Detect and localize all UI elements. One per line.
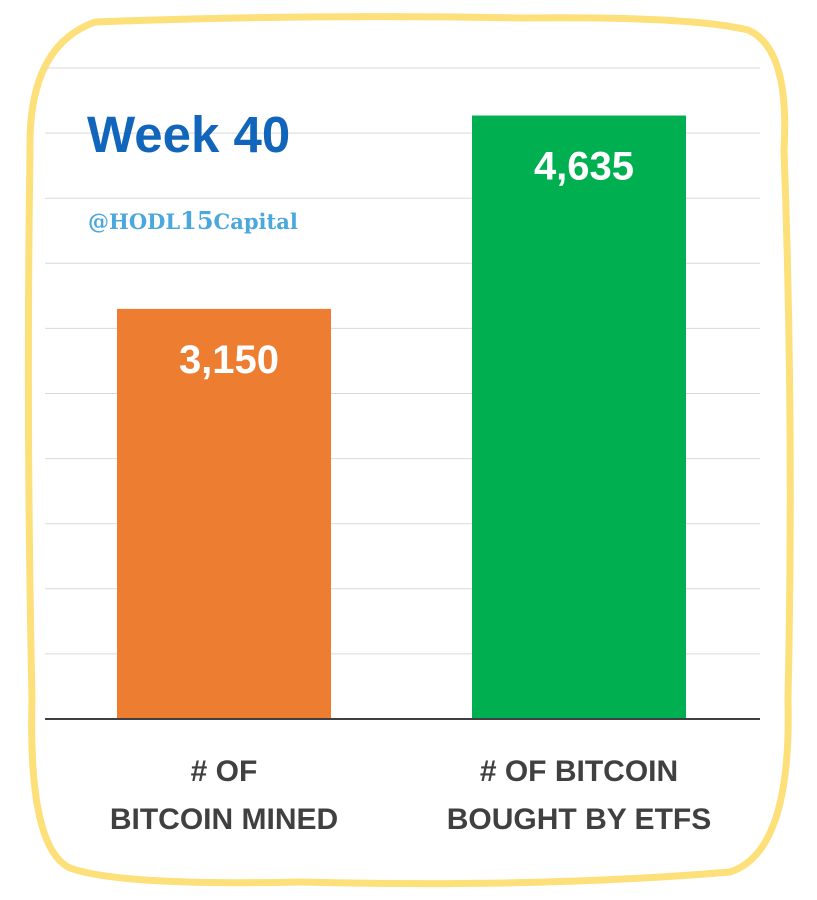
handle-number: 15 [180,206,213,235]
category-labels: # OF BITCOIN MINED # OF BITCOIN BOUGHT BY E… [110,755,711,836]
value-label-2: 4,635 [534,145,634,189]
handle-text: @HODL15Capital [88,206,298,235]
bar-1 [117,308,331,719]
category-label-1-line-1: # OF [191,755,258,788]
category-label-1-line-2: BITCOIN MINED [110,803,338,836]
value-label-1: 3,150 [179,338,279,382]
category-label-2-line-2: BOUGHT BY ETFS [447,803,711,836]
category-label-2-line-1: # OF BITCOIN [480,755,678,788]
chart-title: Week 40 [87,106,290,163]
frame-border [24,13,794,888]
bars [117,115,686,719]
bar-2 [472,115,686,719]
handle-suffix: Capital [214,209,298,234]
handle-prefix: @HODL [88,209,180,234]
value-labels: 3,150 4,635 [179,145,634,382]
